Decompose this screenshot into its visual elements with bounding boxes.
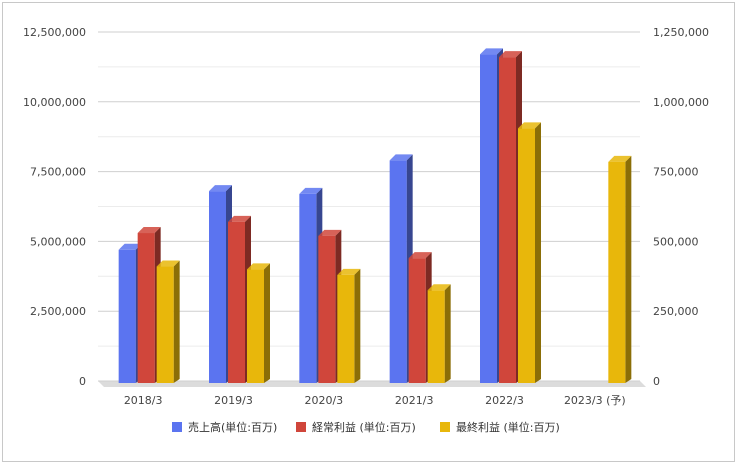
category-label: 2022/3 — [485, 394, 524, 407]
bar-top — [408, 252, 432, 259]
right-axis: 0 250,000 500,000 750,000 1,000,000 1,250,000 — [653, 26, 709, 388]
legend-swatch — [440, 422, 450, 432]
bar-front — [608, 161, 626, 383]
right-tick-label: 1,000,000 — [653, 96, 709, 109]
bar-net-profit — [156, 260, 180, 383]
bar-side — [625, 155, 632, 383]
legend-label: 最終利益 (単位:百万) — [456, 420, 560, 434]
bar-side — [444, 284, 451, 383]
bar-top — [518, 122, 541, 129]
bar-front — [156, 266, 174, 383]
bar-front — [337, 274, 355, 383]
bar-front — [480, 54, 497, 383]
bar-side — [354, 268, 361, 383]
bar-top — [389, 154, 413, 161]
bar-top — [299, 187, 323, 194]
bar-net-profit — [337, 268, 361, 383]
right-tick-label: 250,000 — [653, 305, 699, 318]
bar-top — [480, 48, 503, 55]
bar-front — [209, 191, 226, 383]
bar-front — [228, 221, 245, 383]
right-tick-label: 500,000 — [653, 235, 699, 248]
bar-top — [209, 185, 232, 192]
bar-front — [137, 233, 155, 383]
category-label: 2018/3 — [124, 394, 163, 407]
right-tick-label: 750,000 — [653, 166, 699, 179]
bars — [118, 48, 632, 384]
bar-front — [299, 193, 317, 383]
bar-top — [318, 229, 342, 236]
left-tick-label: 12,500,000 — [23, 26, 86, 39]
bar-net-profit — [518, 122, 541, 383]
bar-top — [156, 260, 180, 267]
bar-front — [118, 249, 136, 383]
bar-top — [118, 243, 142, 250]
right-tick-label: 1,250,000 — [653, 26, 709, 39]
legend-label: 経常利益 (単位:百万) — [312, 420, 416, 434]
category-label: 2020/3 — [304, 394, 343, 407]
legend-swatch — [296, 422, 306, 432]
legend: 売上高(単位:百万) 経常利益 (単位:百万) 最終利益 (単位:百万) — [172, 420, 560, 434]
bar-side — [173, 260, 180, 383]
bar-top — [608, 155, 632, 162]
left-tick-label: 10,000,000 — [23, 96, 86, 109]
bar-side — [535, 122, 541, 383]
legend-label: 売上高(単位:百万) — [188, 420, 277, 434]
bar-net-profit — [427, 284, 451, 383]
bar-top — [499, 51, 522, 58]
bar-front — [427, 290, 445, 383]
gridlines — [98, 31, 646, 387]
bar-front — [408, 258, 426, 383]
left-axis: 0 2,500,000 5,000,000 7,500,000 10,000,000 12… — [23, 26, 86, 388]
bar-front — [247, 269, 264, 383]
bar-side — [264, 263, 270, 383]
legend-swatch — [172, 422, 182, 432]
bar-top — [427, 284, 451, 291]
category-label: 2023/3 (予) — [564, 394, 626, 407]
left-tick-label: 0 — [79, 375, 86, 388]
category-label: 2021/3 — [395, 394, 434, 407]
left-tick-label: 5,000,000 — [30, 235, 86, 248]
category-axis: 2018/3 2019/3 2020/3 2021/3 2022/3 2023/3 (予) — [124, 394, 626, 407]
bar-top — [137, 227, 161, 234]
bar-top — [228, 215, 251, 222]
chart-floor — [98, 381, 646, 387]
bar-top — [337, 268, 361, 275]
category-label: 2019/3 — [214, 394, 253, 407]
bar-front — [499, 57, 516, 384]
bar-top — [247, 263, 270, 270]
right-tick-label: 0 — [653, 375, 660, 388]
bar-front — [518, 128, 535, 383]
left-tick-label: 7,500,000 — [30, 166, 86, 179]
bar-net-profit — [608, 155, 632, 383]
bar-net-profit — [247, 263, 270, 383]
left-tick-label: 2,500,000 — [30, 305, 86, 318]
bar-front — [389, 160, 407, 383]
bar-front — [318, 235, 336, 383]
